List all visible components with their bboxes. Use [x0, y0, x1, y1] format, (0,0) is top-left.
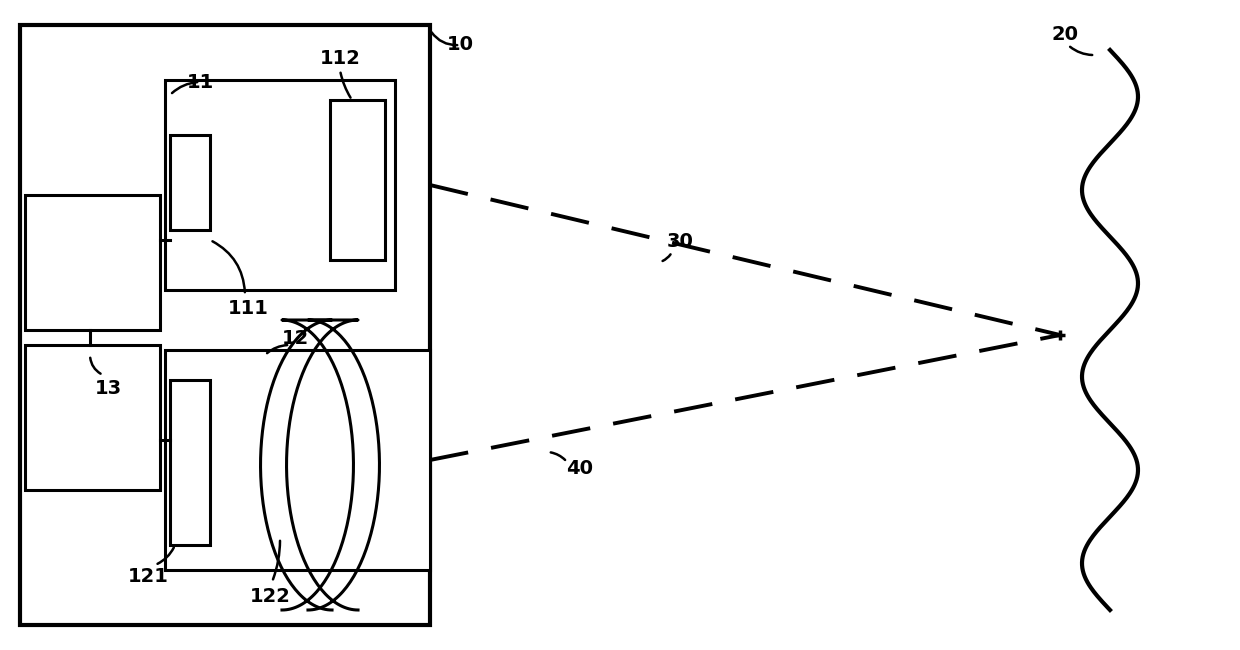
Bar: [170, 380, 210, 545]
Text: 20: 20: [1052, 25, 1079, 44]
Text: 12: 12: [281, 328, 309, 348]
Bar: [25, 195, 160, 330]
Bar: [165, 80, 396, 290]
Bar: [170, 135, 210, 230]
Text: 13: 13: [94, 378, 122, 398]
Text: 10: 10: [446, 36, 474, 55]
Bar: [165, 350, 430, 570]
Text: 112: 112: [320, 49, 361, 68]
Text: 30: 30: [667, 233, 693, 252]
Text: 121: 121: [128, 567, 169, 586]
Bar: [25, 345, 160, 490]
Bar: [330, 100, 384, 260]
Bar: [20, 25, 430, 625]
Text: 122: 122: [249, 586, 290, 606]
Text: 11: 11: [186, 73, 213, 92]
Text: 111: 111: [228, 298, 268, 317]
Text: 40: 40: [567, 458, 594, 478]
